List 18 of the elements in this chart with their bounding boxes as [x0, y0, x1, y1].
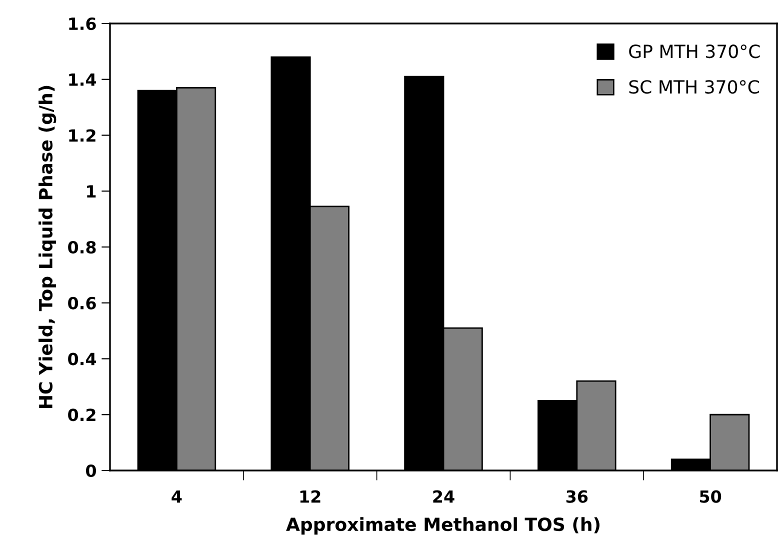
- x-tick-label: 24: [433, 490, 454, 503]
- x-axis-title: Approximate Methanol TOS (h): [286, 517, 600, 535]
- y-tick-label: 1.2: [69, 129, 96, 142]
- x-tick-label: 12: [300, 490, 320, 503]
- y-tick-label: 0.4: [68, 352, 96, 366]
- x-tick-label: 50: [700, 490, 722, 503]
- legend-label: GP MTH 370°C: [629, 44, 760, 58]
- y-tick-label: 0.8: [68, 240, 96, 254]
- y-tick-label: 1.4: [69, 74, 96, 86]
- y-tick-label: 0.6: [68, 296, 96, 310]
- x-tick-label: 36: [566, 490, 588, 503]
- y-axis-title: HC Yield, Top Liquid Phase (g/h): [38, 86, 56, 408]
- y-tick-label: 1: [87, 185, 96, 198]
- y-tick-label: 1.6: [69, 17, 96, 30]
- y-tick-label: 0.2: [68, 408, 96, 422]
- x-tick-label: 4: [172, 490, 182, 503]
- y-tick-label: 0: [86, 464, 96, 478]
- legend-label: SC MTH 370°C: [629, 80, 759, 94]
